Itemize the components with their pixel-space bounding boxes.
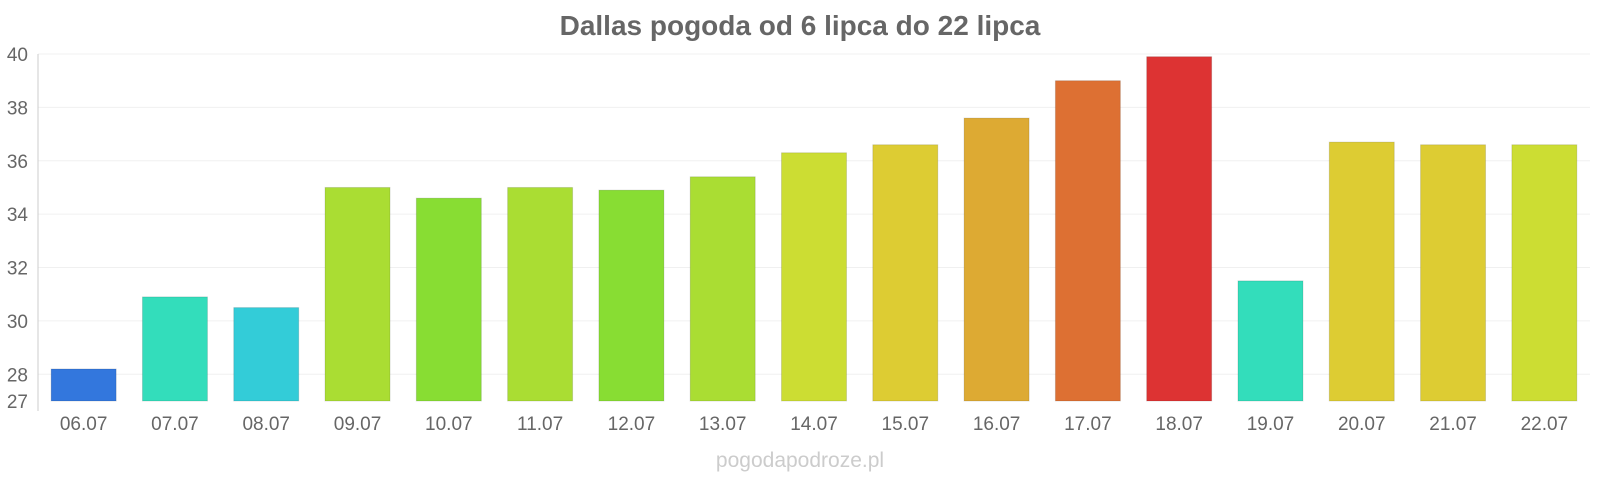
y-tick-label: 38 (7, 98, 28, 119)
x-tick-label: 06.07 (60, 414, 108, 435)
watermark: pogodapodroze.pl (715, 449, 885, 472)
x-tick-label: 15.07 (882, 414, 930, 435)
y-tick-label: 36 (7, 152, 28, 173)
bar-08.07 (233, 307, 300, 402)
bar-20.07 (1328, 141, 1395, 402)
bar-17.07 (1054, 80, 1121, 402)
x-tick-label: 14.07 (790, 414, 838, 435)
y-tick-label: 34 (7, 205, 29, 226)
y-tick-labels: 27 28 30 32 34 36 38 40 (7, 45, 29, 413)
x-tick-label: 17.07 (1064, 414, 1112, 435)
bars (50, 56, 1578, 402)
x-tick-label: 08.07 (242, 414, 290, 435)
x-tick-label: 22.07 (1521, 414, 1569, 435)
bar-06.07 (50, 368, 117, 402)
bar-19.07 (1237, 280, 1304, 402)
x-tick-label: 13.07 (699, 414, 747, 435)
x-tick-label: 11.07 (517, 414, 563, 435)
bar-14.07 (781, 152, 847, 402)
x-tick-label: 07.07 (151, 414, 199, 435)
y-tick-label: 27 (7, 392, 28, 413)
bar-11.07 (507, 186, 574, 402)
bar-16.07 (963, 117, 1030, 402)
bar-07.07 (141, 296, 208, 402)
x-tick-label: 21.07 (1429, 414, 1477, 435)
bar-13.07 (689, 176, 756, 402)
bar-12.07 (598, 189, 665, 402)
x-tick-label: 10.07 (425, 414, 473, 435)
x-tick-label: 12.07 (608, 414, 656, 435)
y-tick-label: 32 (7, 259, 28, 280)
x-tick-label: 19.07 (1247, 414, 1295, 435)
y-tick-label: 30 (7, 312, 28, 333)
x-tick-label: 18.07 (1155, 414, 1203, 435)
x-tick-label: 20.07 (1338, 414, 1386, 435)
bar-09.07 (324, 186, 391, 402)
bar-10.07 (415, 197, 482, 402)
y-tick-label: 40 (7, 45, 28, 66)
x-tick-label: 09.07 (334, 414, 382, 435)
y-tick-label: 28 (7, 365, 28, 386)
x-tick-labels: 06.07 07.07 08.07 09.07 10.07 11.07 12.07 13.07… (60, 414, 1568, 435)
chart-title: Dallas pogoda od 6 lipca do 22 lipca (559, 10, 1041, 41)
bar-15.07 (872, 144, 939, 402)
x-tick-label: 16.07 (973, 414, 1021, 435)
bar-21.07 (1420, 144, 1487, 402)
bar-18.07 (1146, 56, 1213, 402)
bar-22.07 (1511, 144, 1578, 402)
